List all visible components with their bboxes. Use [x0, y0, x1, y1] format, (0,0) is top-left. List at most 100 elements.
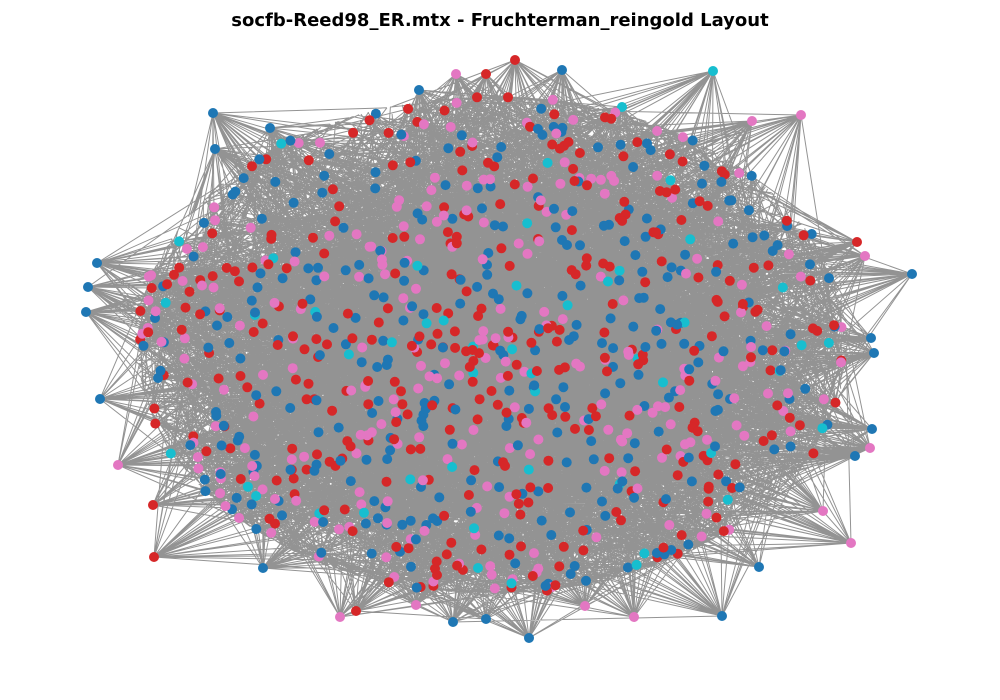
graph-node	[783, 249, 794, 260]
graph-node	[729, 393, 740, 404]
graph-node	[629, 438, 640, 449]
graph-node	[293, 138, 304, 148]
graph-node	[658, 377, 668, 388]
graph-node	[546, 530, 557, 540]
graph-node	[693, 272, 704, 283]
graph-node	[800, 383, 811, 394]
graph-node	[539, 306, 550, 317]
graph-node	[286, 454, 297, 465]
graph-node	[500, 460, 510, 471]
graph-node	[160, 297, 171, 308]
graph-node	[502, 370, 513, 381]
graph-node	[174, 236, 185, 247]
graph-node	[759, 230, 770, 241]
graph-node	[746, 352, 756, 363]
graph-node	[301, 464, 312, 475]
graph-node	[907, 269, 917, 279]
graph-node	[510, 558, 521, 569]
graph-node	[600, 510, 611, 521]
graph-node	[664, 149, 675, 160]
graph-node	[81, 307, 91, 317]
graph-node	[150, 418, 161, 429]
graph-node	[794, 420, 805, 431]
graph-node	[439, 510, 450, 521]
graph-node	[311, 334, 322, 345]
graph-node	[288, 197, 299, 208]
graph-node	[567, 206, 578, 217]
graph-node	[218, 384, 229, 395]
graph-node	[599, 352, 610, 363]
graph-node	[485, 561, 496, 572]
graph-node	[765, 365, 776, 376]
graph-node	[177, 276, 188, 286]
graph-node	[721, 476, 732, 487]
graph-node	[208, 108, 218, 118]
graph-node	[496, 243, 507, 254]
graph-node	[215, 488, 226, 499]
graph-node	[543, 323, 554, 334]
graph-node	[495, 199, 506, 210]
graph-node	[364, 115, 375, 126]
graph-node	[485, 174, 496, 185]
graph-node	[251, 390, 262, 401]
graph-node	[366, 427, 377, 438]
graph-node	[676, 215, 687, 225]
graph-node	[513, 498, 524, 509]
graph-node	[303, 378, 314, 389]
graph-node	[387, 160, 398, 171]
graph-node	[581, 260, 592, 271]
graph-node	[533, 563, 544, 574]
graph-node	[535, 195, 546, 206]
graph-node	[398, 293, 409, 304]
graph-node	[429, 172, 440, 183]
graph-node	[366, 548, 377, 559]
graph-node	[578, 545, 589, 556]
graph-node	[683, 452, 694, 463]
graph-node	[511, 489, 522, 500]
graph-node	[348, 127, 359, 138]
graph-node	[258, 369, 268, 380]
graph-node	[511, 280, 522, 291]
graph-node	[354, 487, 365, 498]
graph-node	[630, 250, 641, 261]
graph-node	[354, 271, 365, 282]
graph-node	[192, 452, 203, 463]
graph-node	[737, 361, 748, 372]
graph-node	[557, 290, 568, 301]
graph-node	[727, 483, 738, 493]
graph-node	[808, 448, 819, 459]
graph-node	[492, 152, 503, 163]
graph-node	[281, 263, 292, 274]
graph-node	[407, 301, 418, 312]
graph-node	[396, 129, 407, 140]
graph-node	[412, 208, 423, 219]
graph-node	[713, 469, 724, 480]
graph-node	[533, 434, 544, 445]
graph-node	[549, 109, 560, 120]
graph-node	[432, 373, 443, 384]
graph-node	[551, 394, 562, 405]
graph-node	[766, 430, 777, 441]
graph-node	[143, 327, 154, 338]
graph-node	[357, 342, 368, 353]
graph-node	[185, 440, 196, 451]
graph-node	[247, 262, 258, 273]
graph-node	[617, 215, 628, 226]
graph-node	[359, 507, 369, 518]
graph-node	[785, 329, 796, 340]
graph-node	[444, 379, 455, 390]
graph-node	[221, 262, 232, 273]
graph-node	[149, 552, 159, 562]
graph-node	[559, 157, 570, 168]
graph-node	[808, 323, 818, 334]
graph-node	[335, 612, 345, 622]
graph-node	[439, 105, 450, 116]
graph-node	[629, 612, 639, 622]
graph-node	[324, 149, 335, 159]
graph-node	[653, 401, 663, 412]
graph-node	[311, 395, 322, 406]
graph-node	[581, 575, 591, 586]
graph-node	[549, 203, 559, 214]
graph-node	[149, 403, 160, 414]
graph-node	[615, 139, 626, 150]
